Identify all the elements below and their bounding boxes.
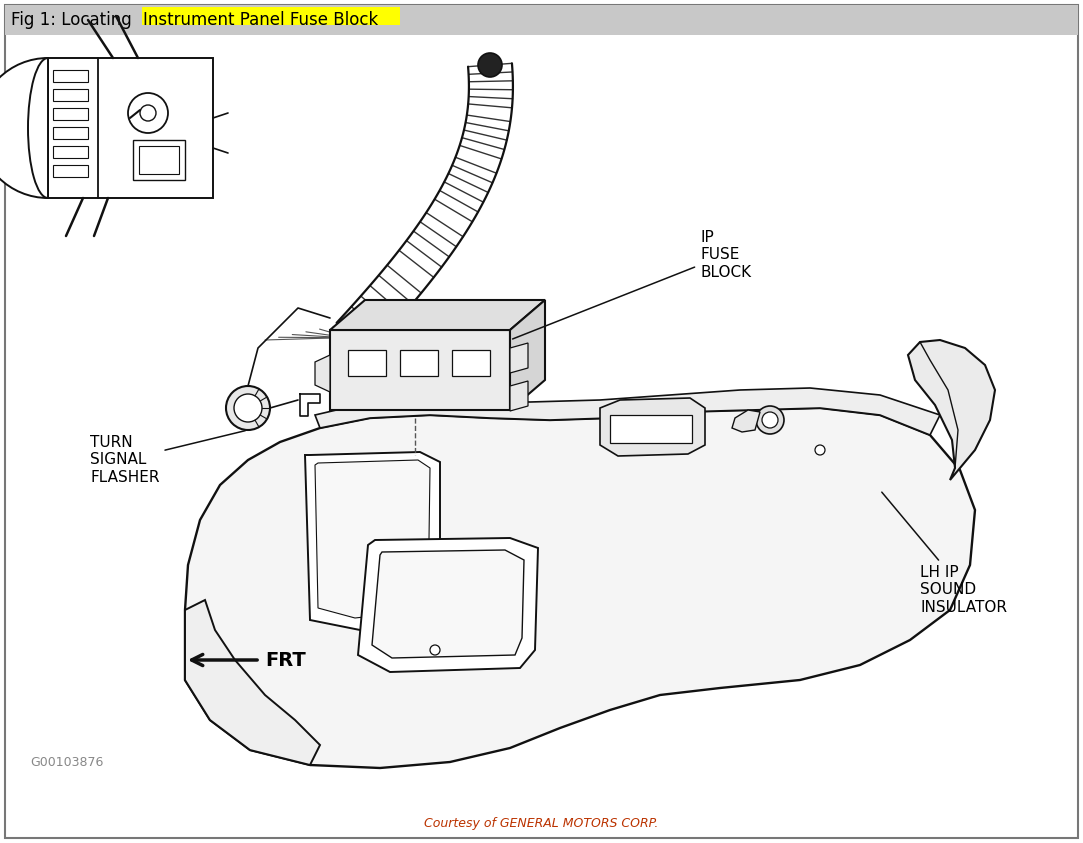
Text: LH IP
SOUND
INSULATOR: LH IP SOUND INSULATOR [882,492,1007,615]
Polygon shape [330,330,510,410]
Polygon shape [371,550,524,658]
Bar [400,350,438,376]
Circle shape [140,105,156,121]
Circle shape [815,445,825,455]
Text: G00103876: G00103876 [30,755,103,769]
Bar [53,146,88,158]
Bar [53,127,88,139]
Bar [53,70,88,82]
Text: TURN
SIGNAL
FLASHER: TURN SIGNAL FLASHER [90,431,246,485]
Circle shape [128,93,168,133]
Bar [5,5,1078,35]
Text: Fig 1: Locating: Fig 1: Locating [11,11,138,29]
Circle shape [756,406,784,434]
Circle shape [430,645,440,655]
Circle shape [165,155,181,171]
Polygon shape [315,460,430,618]
Polygon shape [510,300,545,410]
Polygon shape [185,600,319,765]
Polygon shape [510,343,529,373]
Polygon shape [315,355,330,392]
Text: IP
FUSE
BLOCK: IP FUSE BLOCK [512,230,752,339]
Polygon shape [732,410,760,432]
Circle shape [478,53,503,77]
Polygon shape [48,58,213,198]
Bar [452,350,490,376]
Bar [133,140,185,180]
Text: Instrument Panel Fuse Block: Instrument Panel Fuse Block [143,11,378,29]
Bar [53,89,88,101]
Circle shape [226,386,270,430]
Polygon shape [330,300,545,330]
Polygon shape [908,340,995,480]
Polygon shape [315,388,940,435]
Bar [139,146,179,174]
Bar [348,350,386,376]
Polygon shape [510,381,529,411]
Bar [142,7,400,25]
Bar [53,165,88,177]
Circle shape [234,394,262,422]
Polygon shape [305,452,440,630]
Polygon shape [185,408,975,768]
Bar [53,108,88,120]
Bar [610,415,692,443]
Polygon shape [600,398,705,456]
Wedge shape [0,58,48,198]
Polygon shape [358,538,538,672]
Circle shape [762,412,778,428]
Text: Courtesy of GENERAL MOTORS CORP.: Courtesy of GENERAL MOTORS CORP. [423,818,658,830]
Text: FRT: FRT [265,651,305,669]
